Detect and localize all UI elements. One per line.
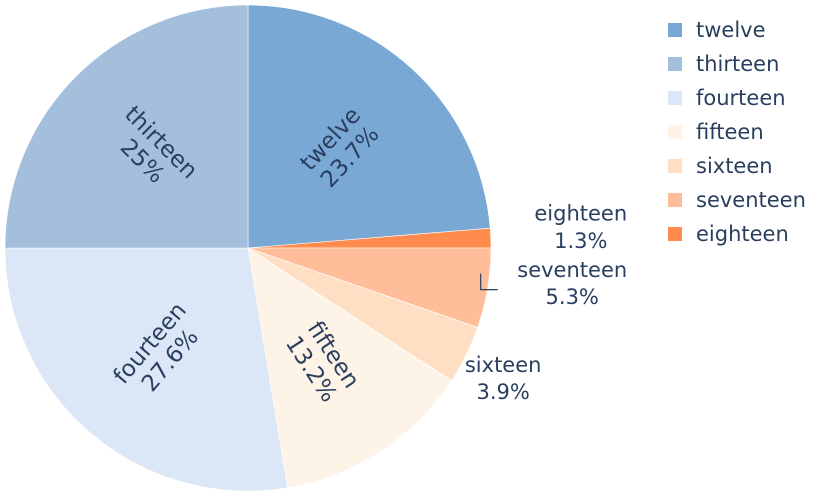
pie-slice-fifteen-4 xyxy=(247,247,452,489)
slice-label-name: sixteen xyxy=(465,353,542,377)
slice-label-name: eighteen xyxy=(534,202,627,226)
legend-swatch xyxy=(668,159,682,173)
legend-label: sixteen xyxy=(696,154,773,178)
slice-leader-line xyxy=(480,273,498,291)
slice-label-name: seventeen xyxy=(517,258,627,282)
legend-swatch xyxy=(668,57,682,71)
legend-label: eighteen xyxy=(696,222,789,246)
legend-item-seventeen[interactable]: seventeen xyxy=(668,188,806,212)
slice-label-percent: 3.9% xyxy=(476,380,529,404)
pie-slices xyxy=(4,4,492,492)
slice-label-eighteen: eighteen 1.3% xyxy=(534,202,627,253)
legend-item-fifteen[interactable]: fifteen xyxy=(668,120,764,144)
legend-label: fifteen xyxy=(696,120,764,144)
pie-slice-fourteen-5 xyxy=(4,247,288,492)
legend-swatch xyxy=(668,23,682,37)
pie-slice-twelve-0 xyxy=(247,4,491,249)
legend-label: thirteen xyxy=(696,52,779,76)
legend-item-twelve[interactable]: twelve xyxy=(668,18,766,42)
legend-swatch xyxy=(668,227,682,241)
slice-label-seventeen: seventeen 5.3% xyxy=(517,258,627,309)
legend-item-thirteen[interactable]: thirteen xyxy=(668,52,779,76)
legend-item-sixteen[interactable]: sixteen xyxy=(668,154,773,178)
slice-label-percent: 1.3% xyxy=(554,229,607,253)
legend-item-fourteen[interactable]: fourteen xyxy=(668,86,786,110)
legend-swatch xyxy=(668,125,682,139)
legend-item-eighteen[interactable]: eighteen xyxy=(668,222,789,246)
legend-label: twelve xyxy=(696,18,766,42)
slice-label-percent: 5.3% xyxy=(546,285,599,309)
legend-label: fourteen xyxy=(696,86,786,110)
slice-label-sixteen: sixteen 3.9% xyxy=(465,353,542,404)
pie-slice-thirteen-6 xyxy=(4,4,249,249)
legend-swatch xyxy=(668,91,682,105)
legend-label: seventeen xyxy=(696,188,806,212)
pie-outside-labels: eighteen 1.3% seventeen 5.3% sixteen 3.9% xyxy=(465,202,627,405)
legend: twelve thirteen fourteen fifteen sixteen seve… xyxy=(668,18,806,246)
legend-swatch xyxy=(668,193,682,207)
